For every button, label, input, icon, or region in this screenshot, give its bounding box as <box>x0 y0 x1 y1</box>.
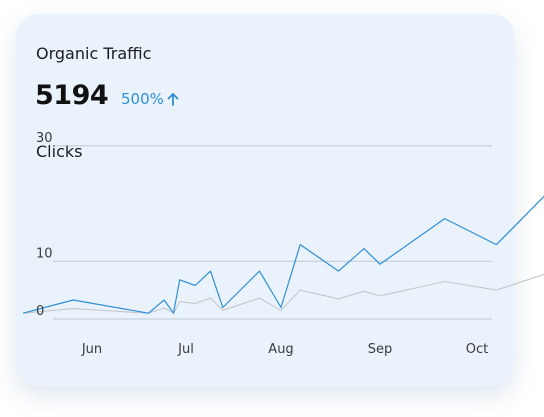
arrow-up-icon <box>167 93 179 106</box>
traffic-metric-value: 5194 <box>35 80 109 111</box>
x-tick-label-oct: Oct <box>466 342 488 357</box>
x-axis-ticks: Jun Jul Aug Sep Oct <box>81 342 488 357</box>
chart-grid <box>53 145 492 320</box>
x-tick-label-sep: Sep <box>368 342 393 357</box>
y-tick-label: 10 <box>36 246 53 261</box>
card-title: Organic Traffic <box>36 44 152 63</box>
y-axis-ticks: 0 10 30 <box>36 131 53 319</box>
y-tick-label: 0 <box>36 304 44 319</box>
x-tick-label-jul: Jul <box>177 342 194 357</box>
chart-label: Clicks <box>36 142 83 161</box>
organic-traffic-card: Organic Traffic 5194 500% Clicks <box>16 14 514 386</box>
x-tick-label-aug: Aug <box>268 342 293 357</box>
chart-series <box>22 195 544 314</box>
series-line-secondary <box>23 273 544 314</box>
y-tick-label: 30 <box>36 131 53 146</box>
x-tick-label-jun: Jun <box>81 342 102 357</box>
series-line-primary <box>22 195 544 314</box>
traffic-change-badge: 500% <box>121 90 179 108</box>
traffic-change-value: 500% <box>121 90 164 108</box>
